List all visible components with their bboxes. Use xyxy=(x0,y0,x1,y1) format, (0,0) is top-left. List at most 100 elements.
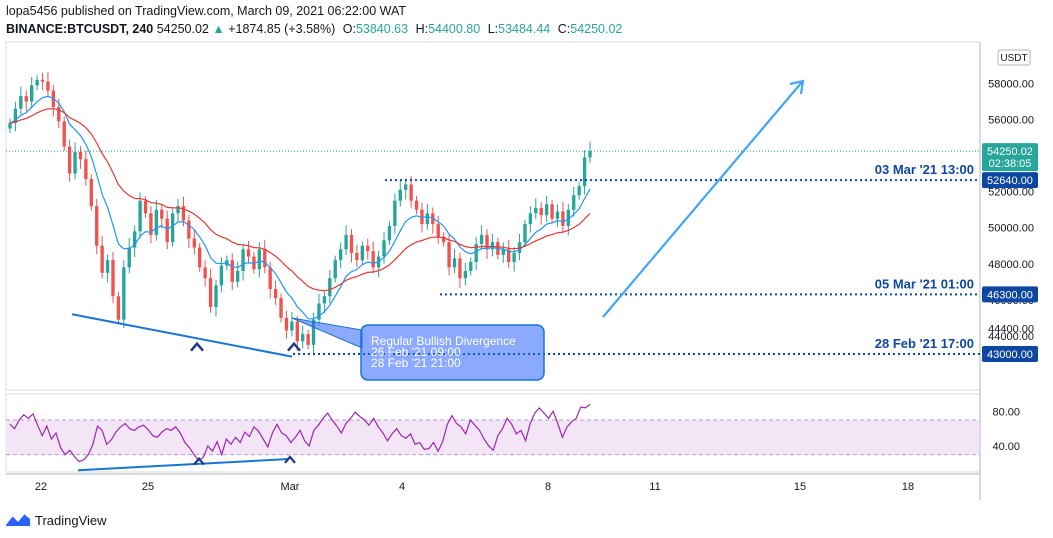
candle-body xyxy=(263,249,267,268)
candle-body xyxy=(360,245,365,261)
price-tick-label: 52000.00 xyxy=(988,187,1034,199)
candle-body xyxy=(273,289,278,299)
candle-body xyxy=(78,151,83,160)
candle-body xyxy=(268,267,272,290)
candle-body xyxy=(160,209,164,219)
candle-body xyxy=(127,247,131,268)
candle xyxy=(366,238,370,260)
candle-body xyxy=(474,243,478,262)
low-value: 53484.44 xyxy=(498,22,551,36)
candle xyxy=(479,225,484,250)
candle-body xyxy=(46,81,50,91)
candle-body xyxy=(534,207,538,214)
candle-body xyxy=(284,317,289,331)
candle xyxy=(306,329,310,350)
candle-body xyxy=(311,319,316,345)
candle-body xyxy=(208,278,213,308)
rsi-trendline xyxy=(77,458,290,472)
close-label: C: xyxy=(557,22,571,36)
candle-body xyxy=(143,200,148,214)
candle-body xyxy=(176,206,180,214)
price-tag-text: 43000.00 xyxy=(987,349,1033,361)
rsi-line xyxy=(9,403,591,463)
candle-body xyxy=(40,79,45,82)
candle-body xyxy=(333,260,337,279)
candle-body xyxy=(441,236,446,243)
candle-body xyxy=(62,121,66,147)
level-label: 03 Mar '21 13:00 xyxy=(875,162,974,177)
candle xyxy=(371,241,375,274)
price-tick-label: 50000.00 xyxy=(988,223,1034,235)
candle-body xyxy=(572,195,576,210)
candle-body xyxy=(35,79,39,86)
price-tick-label: 56000.00 xyxy=(988,115,1034,127)
candle-body xyxy=(501,249,505,255)
tradingview-logo[interactable]: TradingView xyxy=(6,511,107,529)
candle-body xyxy=(122,267,126,320)
candle xyxy=(263,239,267,274)
candle-body xyxy=(507,249,511,262)
candle xyxy=(328,269,332,304)
candle-body xyxy=(582,157,587,187)
candle xyxy=(409,176,413,208)
symbol-label[interactable]: BINANCE:BTCUSDT, 240 xyxy=(6,22,154,36)
candle xyxy=(30,76,34,109)
candle xyxy=(301,325,305,349)
candle xyxy=(561,201,565,232)
candle-body xyxy=(528,213,533,225)
candle-body xyxy=(279,298,283,318)
candle xyxy=(138,192,142,239)
candle-body xyxy=(203,267,207,279)
price-tag-countdown: 02:38:05 xyxy=(989,158,1032,170)
candle xyxy=(582,150,587,195)
candle xyxy=(544,195,549,223)
candle-body xyxy=(317,303,321,320)
candle-body xyxy=(414,200,419,210)
price-tag-box xyxy=(982,143,1038,172)
price-tag: 46300.00 xyxy=(982,286,1038,303)
high-label: H: xyxy=(415,22,429,36)
candle xyxy=(295,315,299,351)
callout-box xyxy=(360,324,545,381)
candle xyxy=(84,150,88,187)
candle xyxy=(160,203,164,229)
change-arrow-icon: ▲ xyxy=(212,22,225,36)
candle-body xyxy=(214,285,218,308)
projection-arrow-line xyxy=(602,81,803,318)
currency-badge-label: USDT xyxy=(1000,53,1027,64)
candle xyxy=(154,200,159,241)
callout-line: 28 Feb '21 21:00 xyxy=(371,356,461,370)
candle xyxy=(203,260,207,287)
candle xyxy=(187,214,191,249)
candle-body xyxy=(512,252,516,262)
candle xyxy=(35,75,39,90)
candle-body xyxy=(301,334,305,342)
candle-body xyxy=(393,200,397,226)
candle-body xyxy=(452,258,457,268)
candle-body xyxy=(24,96,28,102)
currency-badge: USDT xyxy=(997,49,1031,66)
candle xyxy=(317,293,321,326)
candle xyxy=(349,229,354,263)
candle-body xyxy=(241,249,245,271)
time-tick-label: 18 xyxy=(902,481,914,493)
candle xyxy=(458,252,462,288)
candle-body xyxy=(425,213,430,225)
candle xyxy=(528,206,533,233)
time-tick-label: 8 xyxy=(545,481,551,493)
candle xyxy=(387,221,392,245)
candle xyxy=(198,243,202,272)
chevron-up-icon xyxy=(284,455,296,464)
ohlc-line: BINANCE:BTCUSDT, 240 54250.02 ▲ +1874.85… xyxy=(6,22,622,36)
candle-body xyxy=(192,238,196,248)
chevron-up-icon xyxy=(193,456,205,466)
candle xyxy=(398,180,402,207)
currency-badge-box xyxy=(997,49,1031,66)
candle xyxy=(13,101,18,132)
candle xyxy=(149,206,153,244)
candle-body xyxy=(111,260,115,297)
candle-body xyxy=(165,218,169,243)
candle xyxy=(170,208,175,247)
